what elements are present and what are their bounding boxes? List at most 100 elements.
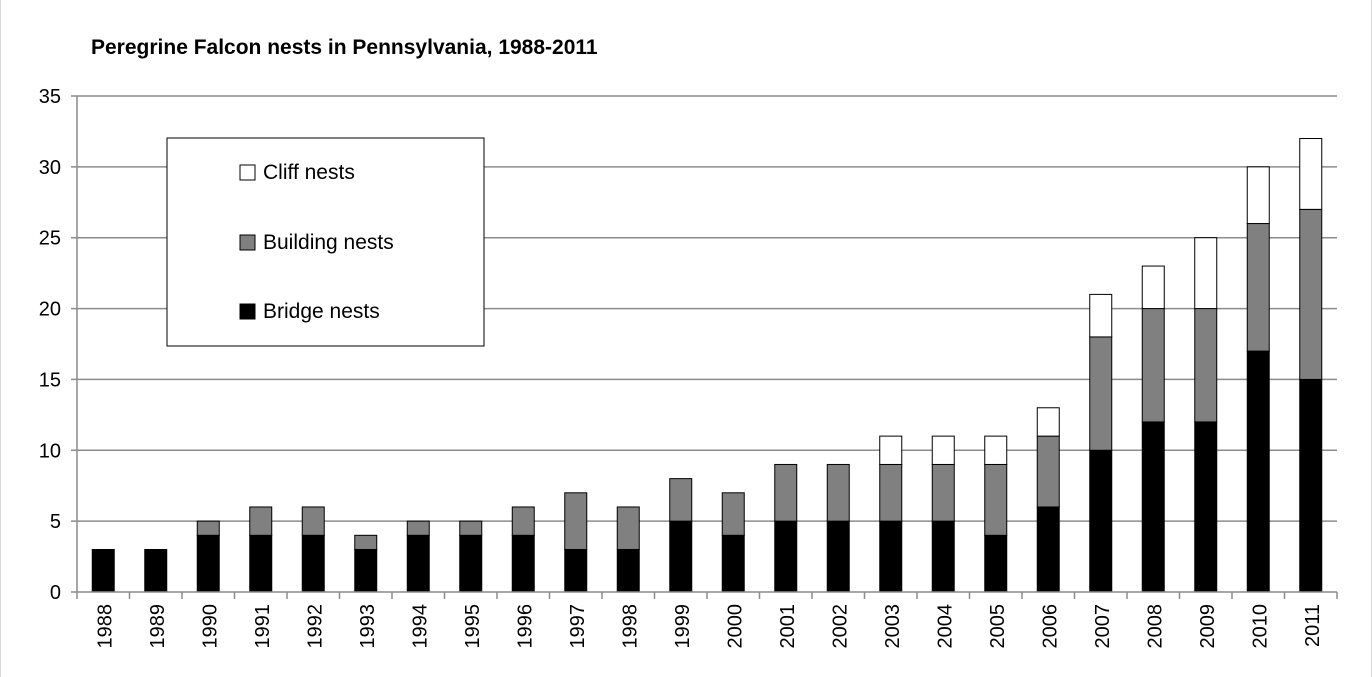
bar-segment-bridge-nests-1992 bbox=[301, 534, 325, 593]
x-axis-tick-labels: 1988 1989 1990 1991 1992 1993 1994 1995 1996 1997… bbox=[94, 604, 1324, 649]
x-tick-label: 1999 bbox=[672, 604, 694, 649]
bar-segment-building-nests-2006 bbox=[1036, 435, 1060, 508]
bar-segment-bridge-nests-1991 bbox=[249, 534, 273, 593]
x-tick-label: 2004 bbox=[934, 604, 956, 649]
bar-segment-building-nests-2004 bbox=[931, 463, 955, 522]
bar-segment-bridge-nests-2004 bbox=[931, 520, 955, 593]
x-tick-label: 1994 bbox=[409, 604, 431, 649]
bar-segment-building-nests-2005 bbox=[984, 463, 1008, 536]
x-tick-label: 2005 bbox=[987, 604, 1009, 649]
bar-segment-building-nests-1990 bbox=[196, 520, 220, 536]
bar-segment-bridge-nests-2007 bbox=[1089, 449, 1113, 593]
bar-segment-bridge-nests-2009 bbox=[1194, 421, 1218, 593]
y-tick-label: 25 bbox=[39, 228, 61, 250]
x-tick-label: 1998 bbox=[619, 604, 641, 649]
bar-segment-building-nests-1993 bbox=[354, 534, 378, 550]
y-tick-label: 15 bbox=[39, 369, 61, 391]
bar-segment-bridge-nests-1995 bbox=[459, 534, 483, 593]
bar-segment-cliff-nests-2004 bbox=[931, 435, 955, 465]
y-tick-label: 35 bbox=[39, 86, 61, 108]
bar-segment-building-nests-1992 bbox=[301, 506, 325, 536]
bar-segment-cliff-nests-2005 bbox=[984, 435, 1008, 465]
x-tick-label: 2009 bbox=[1197, 604, 1219, 649]
bar-segment-bridge-nests-1994 bbox=[406, 534, 430, 593]
bar-segment-bridge-nests-2008 bbox=[1141, 421, 1165, 593]
bar-segment-bridge-nests-2006 bbox=[1036, 506, 1060, 593]
bar-segment-cliff-nests-2003 bbox=[879, 435, 903, 465]
y-tick-label: 30 bbox=[39, 157, 61, 179]
x-tick-label: 1997 bbox=[567, 604, 589, 649]
bar-segment-bridge-nests-2001 bbox=[774, 520, 798, 593]
bar-segment-bridge-nests-1997 bbox=[564, 548, 588, 593]
bar-segment-building-nests-2000 bbox=[721, 492, 745, 536]
bar-segment-building-nests-1998 bbox=[616, 506, 640, 550]
bar-segment-bridge-nests-2010 bbox=[1246, 350, 1270, 593]
x-tick-label: 2008 bbox=[1144, 604, 1166, 649]
x-tick-label: 1988 bbox=[94, 604, 116, 649]
x-tick-label: 2000 bbox=[724, 604, 746, 649]
bar-segment-cliff-nests-2006 bbox=[1036, 407, 1060, 437]
x-tick-label: 2006 bbox=[1039, 604, 1061, 649]
legend-swatch-bridge-nests bbox=[239, 303, 256, 320]
bar-segment-bridge-nests-2003 bbox=[879, 520, 903, 593]
bars bbox=[91, 138, 1323, 593]
legend-label-bridge-nests: Bridge nests bbox=[263, 300, 380, 323]
y-tick-label: 10 bbox=[39, 440, 61, 462]
bar-segment-bridge-nests-2002 bbox=[826, 520, 850, 593]
bar-segment-bridge-nests-2011 bbox=[1299, 378, 1323, 593]
bar-segment-building-nests-1995 bbox=[459, 520, 483, 536]
y-axis-tick-labels: 0 5 10 15 20 25 30 35 bbox=[39, 86, 61, 604]
bar-segment-bridge-nests-1993 bbox=[354, 548, 378, 593]
bar-segment-bridge-nests-1988 bbox=[91, 548, 115, 593]
x-tick-label: 1990 bbox=[199, 604, 221, 649]
legend: Cliff nests Building nests Bridge nests bbox=[166, 137, 485, 347]
x-tick-label: 2011 bbox=[1302, 604, 1324, 647]
bar-segment-building-nests-2008 bbox=[1141, 308, 1165, 423]
legend-box bbox=[166, 137, 485, 347]
x-tick-label: 2007 bbox=[1092, 604, 1114, 649]
legend-label-cliff-nests: Cliff nests bbox=[263, 161, 355, 184]
bar-segment-bridge-nests-2005 bbox=[984, 534, 1008, 593]
axes bbox=[71, 96, 1338, 599]
bar-segment-bridge-nests-1996 bbox=[511, 534, 535, 593]
x-tick-label: 1996 bbox=[514, 604, 536, 649]
bar-segment-cliff-nests-2010 bbox=[1246, 166, 1270, 225]
bar-segment-building-nests-2002 bbox=[826, 463, 850, 522]
bar-segment-building-nests-2007 bbox=[1089, 336, 1113, 451]
bar-segment-cliff-nests-2008 bbox=[1141, 265, 1165, 310]
bar-segment-cliff-nests-2007 bbox=[1089, 293, 1113, 338]
bar-segment-building-nests-1991 bbox=[249, 506, 273, 536]
legend-swatch-building-nests bbox=[239, 234, 256, 251]
bar-segment-building-nests-2011 bbox=[1299, 208, 1323, 380]
bar-segment-building-nests-1999 bbox=[669, 478, 693, 522]
legend-label-building-nests: Building nests bbox=[263, 231, 394, 254]
x-tick-label: 1993 bbox=[357, 604, 379, 649]
x-tick-label: 2010 bbox=[1249, 604, 1271, 649]
legend-swatch-cliff-nests bbox=[239, 164, 256, 181]
x-tick-label: 2003 bbox=[882, 604, 904, 649]
bar-segment-building-nests-2001 bbox=[774, 463, 798, 522]
x-tick-label: 1995 bbox=[462, 604, 484, 649]
x-tick-label: 2001 bbox=[777, 604, 799, 649]
x-tick-label: 1991 bbox=[252, 604, 274, 649]
chart-title: Peregrine Falcon nests in Pennsylvania, … bbox=[91, 36, 598, 59]
bar-segment-building-nests-1996 bbox=[511, 506, 535, 536]
bar-segment-building-nests-2009 bbox=[1194, 308, 1218, 423]
bar-segment-bridge-nests-2000 bbox=[721, 534, 745, 593]
x-tick-label: 1992 bbox=[304, 604, 326, 649]
bar-segment-bridge-nests-1990 bbox=[196, 534, 220, 593]
bar-segment-building-nests-2003 bbox=[879, 463, 903, 522]
y-tick-label: 0 bbox=[50, 582, 61, 604]
bar-segment-cliff-nests-2009 bbox=[1194, 237, 1218, 310]
bar-segment-cliff-nests-2011 bbox=[1299, 138, 1323, 210]
y-tick-label: 5 bbox=[50, 511, 61, 533]
bar-segment-building-nests-1997 bbox=[564, 492, 588, 550]
y-tick-label: 20 bbox=[39, 299, 61, 321]
bar-segment-building-nests-1994 bbox=[406, 520, 430, 536]
bar-segment-building-nests-2010 bbox=[1246, 223, 1270, 352]
x-tick-label: 2002 bbox=[829, 604, 851, 649]
bar-segment-bridge-nests-1989 bbox=[144, 548, 168, 593]
bar-segment-bridge-nests-1998 bbox=[616, 548, 640, 593]
